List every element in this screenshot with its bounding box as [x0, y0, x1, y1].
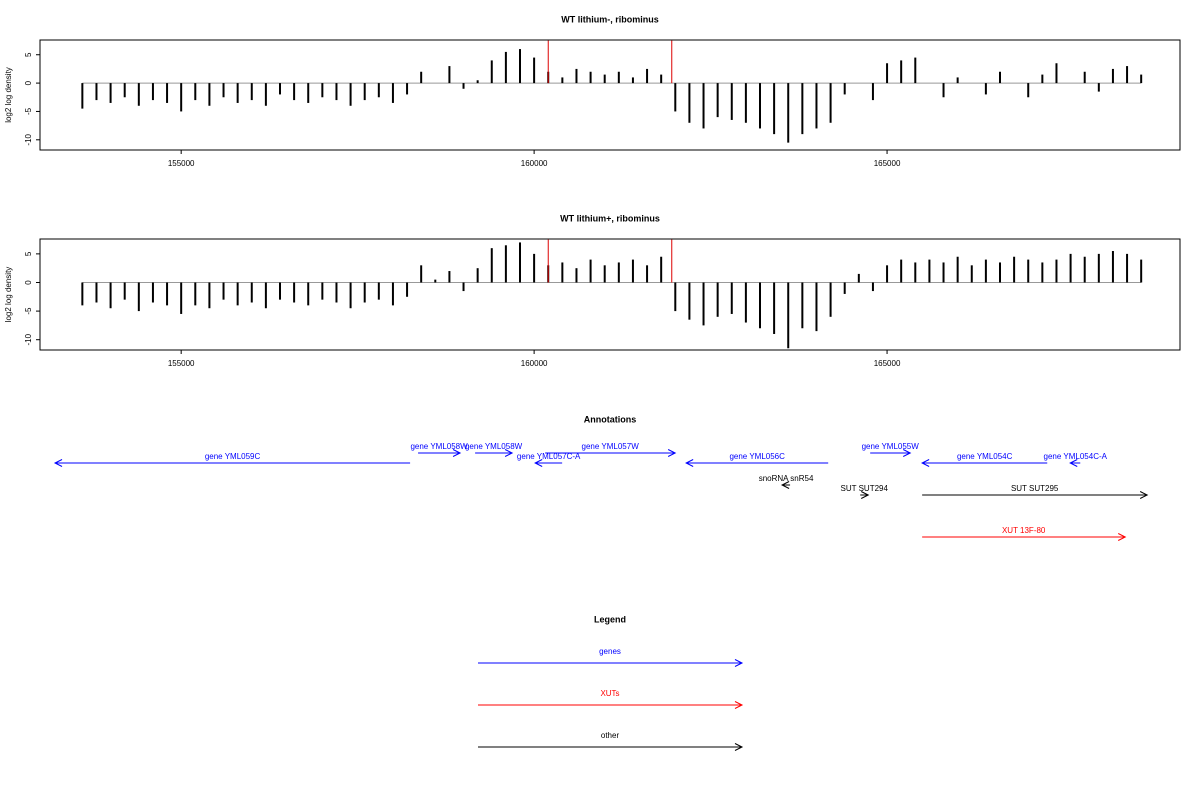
chart-title: WT lithium+, ribominus	[560, 213, 660, 223]
annotation-label: gene YML055W	[862, 442, 920, 451]
annotation-label: gene YML057W	[582, 442, 640, 451]
y-tick-label: 0	[24, 80, 33, 85]
annotation-arrow	[922, 491, 1149, 499]
annotation-arrow	[53, 459, 411, 467]
y-tick-label: 5	[24, 52, 33, 57]
x-tick-label: 165000	[874, 159, 901, 168]
y-tick-label: 0	[24, 280, 33, 285]
annotation-label: gene YML054C	[957, 452, 1013, 461]
x-tick-label: 165000	[874, 359, 901, 368]
annotation-label: SUT SUT294	[841, 484, 889, 493]
annotation-label: snoRNA snR54	[759, 474, 814, 483]
x-tick-label: 155000	[168, 159, 195, 168]
annotation-arrow	[870, 449, 912, 457]
annotation-arrow	[418, 449, 462, 457]
x-tick-label: 160000	[521, 359, 548, 368]
annotation-arrow	[534, 459, 563, 467]
y-tick-label: -5	[24, 307, 33, 315]
annotation-arrow	[860, 491, 870, 499]
annotation-arrow	[1069, 459, 1081, 467]
annotation-label: gene YML059C	[205, 452, 261, 461]
y-axis-label: log2 log density	[4, 267, 13, 323]
y-tick-label: -10	[24, 333, 33, 345]
legend-label: other	[601, 731, 620, 740]
legend-title: Legend	[594, 614, 626, 624]
annotation-arrow	[922, 533, 1127, 541]
legend-label: XUTs	[600, 689, 619, 698]
y-tick-label: 5	[24, 251, 33, 256]
x-tick-label: 160000	[521, 159, 548, 168]
legend-arrow	[478, 701, 744, 709]
annotations-title: Annotations	[584, 414, 637, 424]
plot-frame	[39, 238, 1181, 351]
annotation-label: gene YML054C-A	[1044, 452, 1108, 461]
annotation-arrow	[780, 481, 791, 489]
annotation-arrow	[545, 449, 677, 457]
chart-title: WT lithium-, ribominus	[561, 14, 659, 24]
annotation-label: XUT 13F-80	[1002, 526, 1046, 535]
legend-arrow	[478, 659, 744, 667]
annotation-arrow	[475, 449, 514, 457]
legend-label: genes	[599, 647, 621, 656]
legend-arrow	[478, 743, 744, 751]
y-axis-label: log2 log density	[4, 67, 13, 123]
annotation-label: gene YML057C-A	[517, 452, 581, 461]
y-tick-label: -5	[24, 107, 33, 115]
y-tick-label: -10	[24, 133, 33, 145]
annotation-label: SUT SUT295	[1011, 484, 1059, 493]
x-tick-label: 155000	[168, 359, 195, 368]
annotation-label: gene YML058W	[465, 442, 523, 451]
plot-frame	[39, 39, 1181, 151]
annotation-label: gene YML056C	[729, 452, 785, 461]
annotation-arrow	[921, 459, 1048, 467]
annotation-arrow	[685, 459, 829, 467]
annotation-label: gene YML058W	[410, 442, 468, 451]
